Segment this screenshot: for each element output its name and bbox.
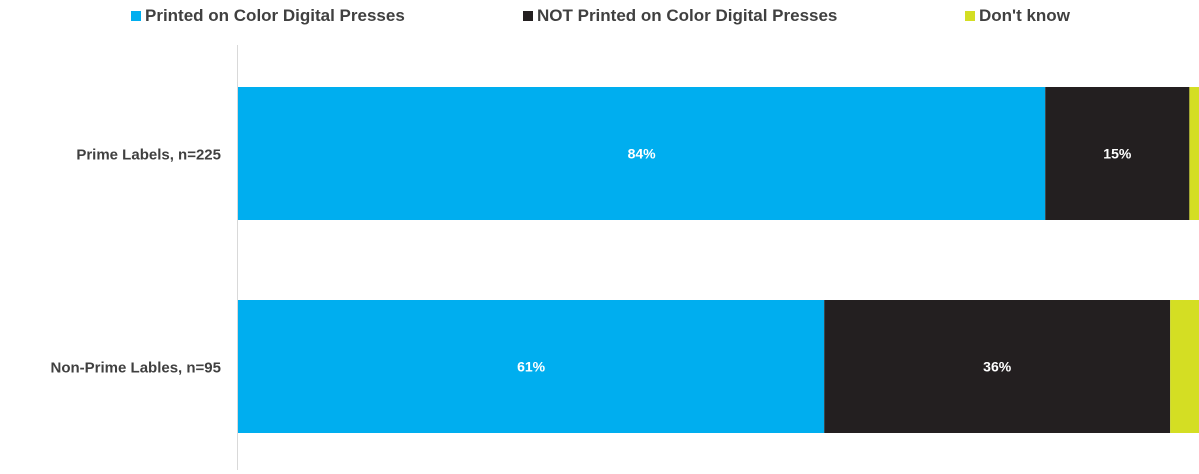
legend-label-printed: Printed on Color Digital Presses	[145, 6, 405, 25]
bar-segment	[238, 87, 1046, 220]
category-label: Prime Labels, n=225	[76, 147, 221, 164]
data-label: 61%	[517, 359, 546, 375]
legend-item-not-printed: NOT Printed on Color Digital Presses	[523, 6, 837, 26]
data-label: 36%	[983, 359, 1012, 375]
chart-legend: Printed on Color Digital Presses NOT Pri…	[0, 6, 1199, 28]
category-label: Non-Prime Lables, n=95	[51, 360, 221, 377]
legend-label-not-printed: NOT Printed on Color Digital Presses	[537, 6, 838, 25]
legend-label-dont-know: Don't know	[979, 6, 1070, 25]
bar-segment	[238, 300, 825, 433]
legend-swatch-printed	[131, 11, 141, 21]
legend-swatch-dont-know	[965, 11, 975, 21]
legend-swatch-not-printed	[523, 11, 533, 21]
legend-item-printed: Printed on Color Digital Presses	[131, 6, 405, 26]
bar-segment	[1189, 87, 1199, 220]
bar-segment	[1170, 300, 1199, 433]
bar-segment	[1045, 87, 1190, 220]
data-label: 84%	[628, 146, 657, 162]
bar-segment	[824, 300, 1171, 433]
data-label: 15%	[1103, 146, 1132, 162]
legend-item-dont-know: Don't know	[965, 6, 1070, 26]
